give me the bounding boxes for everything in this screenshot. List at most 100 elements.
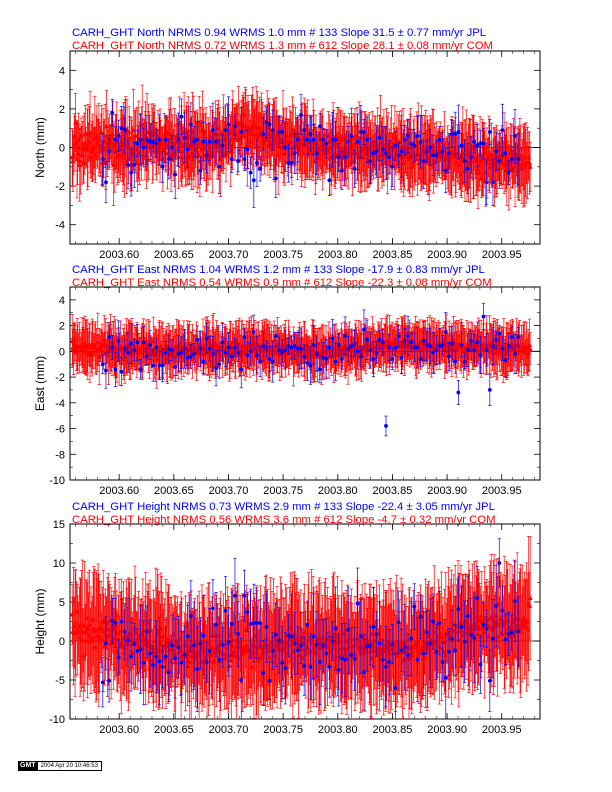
data-point [145,156,151,162]
data-point [157,137,162,142]
data-point [195,137,200,142]
x-tick-label: 2003.75 [263,485,303,497]
x-tick-label: 2003.65 [154,485,194,497]
data-point [236,159,240,163]
data-point [469,155,473,160]
data-point [292,151,297,156]
data-point [453,132,458,136]
data-point [527,164,533,169]
data-point [122,128,127,133]
data-point [251,178,256,183]
data-point [295,137,300,142]
data-point [211,128,215,133]
data-point [242,157,247,161]
data-point [273,176,278,181]
data-point [506,170,511,175]
data-point [456,130,461,134]
x-tick-label: 2003.95 [482,485,522,497]
data-point [330,137,335,142]
data-point [399,149,404,154]
data-point [311,137,316,142]
data-point [428,145,432,150]
x-tick-label: 2003.75 [263,249,303,261]
x-tick-label: 2003.85 [373,485,413,497]
data-point [497,159,502,163]
data-point [343,155,347,160]
data-point [462,159,467,163]
y-tick-label: 0 [59,346,65,358]
data-point [318,124,322,129]
y-tick-label: 0 [59,143,65,155]
data-point [472,139,476,144]
data-point [481,141,486,146]
data-point [185,147,190,152]
data-point [116,134,121,138]
data-point [349,134,354,138]
data-point [239,130,244,134]
data-point [459,143,464,148]
data-point [409,164,415,169]
series-jpl [100,94,521,208]
data-point [321,137,325,142]
data-point [129,170,134,175]
data-point [415,134,420,138]
data-point [424,149,429,154]
data-point [526,160,533,166]
data-point [374,149,379,154]
data-point [104,180,108,185]
data-point [396,153,401,158]
data-point [214,139,218,144]
data-point [173,172,178,177]
data-point [314,151,319,156]
data-point [475,143,480,148]
data-point [113,137,118,142]
data-point [431,153,436,158]
data-point [478,141,483,146]
data-point [110,110,115,115]
y-tick-label: -8 [55,449,65,461]
data-point [220,143,225,148]
data-point [333,137,338,142]
data-point [151,139,156,144]
x-tick-label: 2003.95 [482,249,522,261]
x-tick-label: 2003.85 [373,249,413,261]
plot-frame [69,286,541,481]
data-point [346,139,351,144]
y-tick-label: -10 [49,475,65,487]
data-point [434,153,439,158]
data-point [443,168,448,173]
data-point [204,153,209,158]
data-point [336,155,341,160]
y-tick-label: -2 [55,181,65,193]
data-point [371,151,376,156]
y-axis-label: North (mm) [33,117,47,178]
y-tick-label: -6 [55,424,65,436]
y-tick-label: -2 [55,372,65,384]
data-point [217,164,222,169]
data-point [387,155,392,160]
data-point [98,129,104,135]
x-tick-label: 2003.60 [99,249,139,261]
y-tick-label: -4 [55,398,65,410]
data-point [70,158,76,164]
data-point [491,180,495,185]
data-point [144,137,149,142]
data-point [487,130,492,134]
data-point [188,122,193,127]
data-point [340,168,344,173]
data-point [182,135,187,140]
data-point [192,139,196,144]
data-point [440,149,445,154]
data-point [135,141,140,146]
data-point [509,157,514,161]
data-point [358,130,363,134]
data-point [163,137,168,142]
y-tick-label: 2 [59,321,65,333]
chart-header-line-2: CARH_GHT East NRMS 0.54 WRMS 0.9 mm # 61… [72,277,492,289]
x-tick-label: 2003.70 [209,249,249,261]
x-tick-label: 2003.65 [154,249,194,261]
data-point [176,137,181,142]
chart-header-line-1: CARH_GHT East NRMS 1.04 WRMS 1.2 mm # 13… [72,264,485,276]
data-point [418,139,423,144]
data-point [412,143,417,148]
